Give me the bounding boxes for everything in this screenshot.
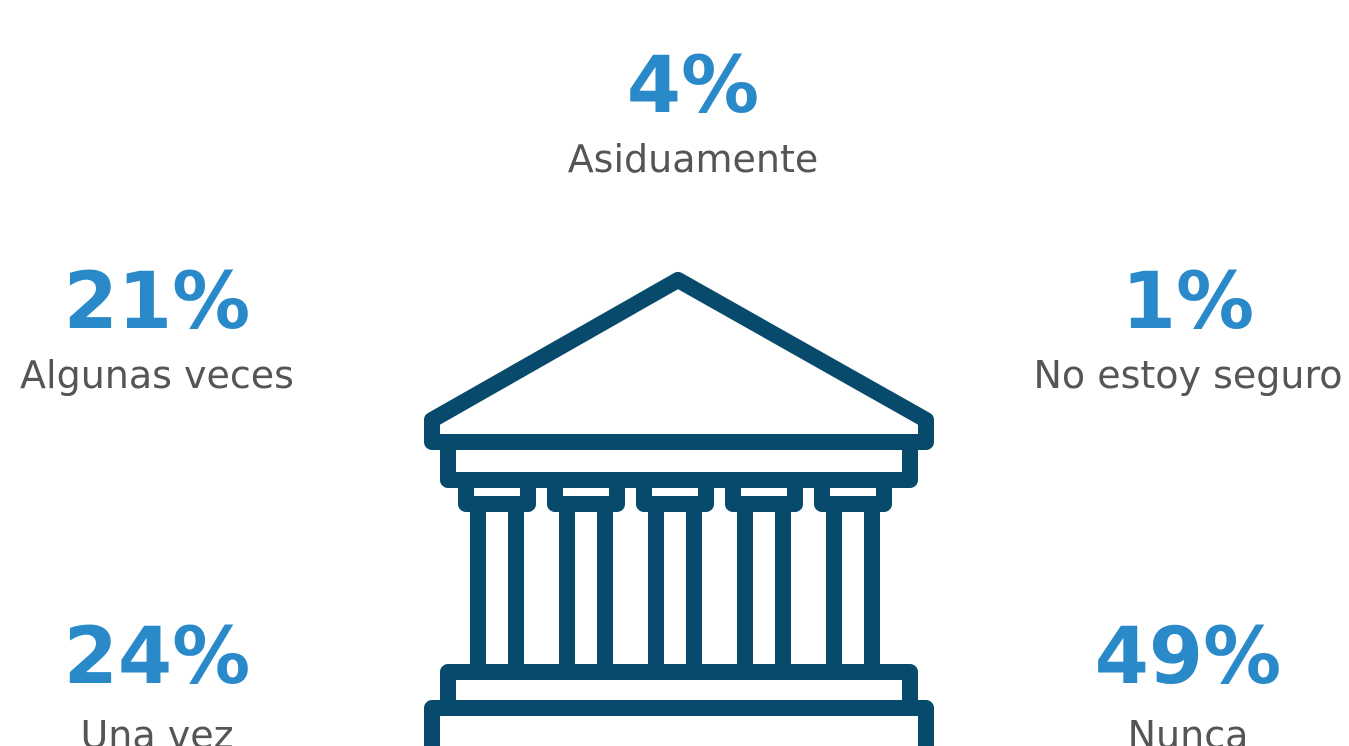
label: Nunca bbox=[1128, 713, 1249, 746]
label: Una vez bbox=[80, 713, 233, 746]
percent: 21% bbox=[64, 257, 251, 347]
building-icon bbox=[424, 272, 934, 746]
percent: 49% bbox=[1095, 612, 1282, 702]
label: No estoy seguro bbox=[1033, 353, 1342, 397]
percent: 1% bbox=[1122, 257, 1254, 347]
percent: 24% bbox=[64, 612, 251, 702]
label: Algunas veces bbox=[20, 353, 294, 397]
percent: 4% bbox=[627, 41, 759, 131]
label: Asiduamente bbox=[568, 137, 819, 181]
